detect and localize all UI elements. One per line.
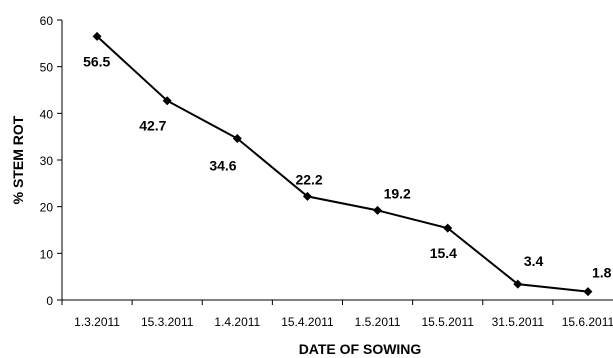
data-label: 15.4 bbox=[430, 245, 457, 261]
x-tick-label: 15.3.2011 bbox=[141, 315, 194, 329]
x-tick-label: 15.6.2011 bbox=[562, 315, 613, 329]
data-label: 22.2 bbox=[295, 171, 322, 187]
data-point bbox=[92, 31, 102, 41]
x-tick-label: 15.5.2011 bbox=[421, 315, 474, 329]
x-tick-label: 1.5.2011 bbox=[355, 315, 401, 329]
x-axis-title: DATE OF SOWING bbox=[299, 341, 422, 357]
data-label: 42.7 bbox=[139, 118, 166, 134]
series-line bbox=[96, 35, 589, 293]
y-tick-label: 40 bbox=[40, 107, 54, 121]
data-label: 56.5 bbox=[83, 53, 110, 69]
x-tick-label: 31.5.2011 bbox=[492, 315, 545, 329]
y-tick-label: 20 bbox=[40, 201, 54, 215]
data-point bbox=[232, 134, 242, 144]
y-tick-label: 50 bbox=[40, 61, 54, 75]
data-label: 34.6 bbox=[209, 158, 236, 174]
data-label: 3.4 bbox=[524, 253, 544, 269]
x-tick-label: 15.4.2011 bbox=[281, 315, 334, 329]
x-tick-label: 1.4.2011 bbox=[214, 315, 260, 329]
series-stem-rot bbox=[92, 31, 593, 297]
y-tick-label: 0 bbox=[46, 294, 53, 308]
data-labels: 56.5 42.7 34.6 22.2 19.2 15.4 3.4 1.8 bbox=[83, 53, 612, 280]
data-point bbox=[513, 279, 523, 289]
y-tick-label: 60 bbox=[40, 14, 54, 28]
x-tick-label: 1.3.2011 bbox=[74, 315, 120, 329]
y-tick-label: 30 bbox=[40, 154, 54, 168]
data-point bbox=[443, 223, 453, 233]
data-label: 1.8 bbox=[592, 265, 612, 281]
y-axis-title: % STEM ROT bbox=[10, 115, 26, 204]
data-point bbox=[302, 191, 312, 201]
y-axis-ticks: 0 10 20 30 40 50 60 bbox=[40, 14, 62, 308]
x-axis-ticks: 1.3.2011 15.3.2011 1.4.2011 15.4.2011 1.5.20… bbox=[61, 300, 613, 329]
data-label: 19.2 bbox=[384, 185, 411, 201]
y-tick-label: 10 bbox=[40, 247, 54, 261]
data-point bbox=[583, 287, 593, 297]
data-point bbox=[373, 205, 383, 215]
data-point bbox=[162, 96, 172, 106]
